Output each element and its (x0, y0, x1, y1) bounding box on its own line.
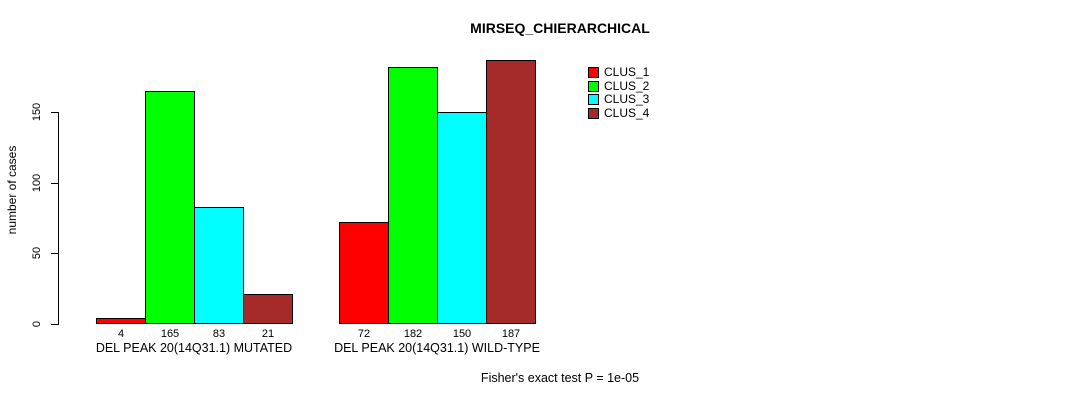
bar-clus_1-group1 (96, 318, 146, 324)
bar-clus_4-group1 (243, 294, 293, 324)
y-tick-mark (51, 253, 58, 254)
y-tick-label: 150 (31, 102, 43, 122)
bar-value-label: 4 (117, 328, 125, 340)
bar-clus_3-group2 (437, 112, 487, 324)
y-tick-mark (51, 183, 58, 184)
bar-clus_2-group2 (388, 67, 438, 324)
bar-value-label: 187 (501, 328, 521, 340)
bar-value-label: 182 (403, 328, 423, 340)
group-label: DEL PEAK 20(14Q31.1) MUTATED (95, 341, 293, 355)
bar-value-label: 165 (160, 328, 180, 340)
bar-clus_2-group1 (145, 91, 195, 324)
bar-value-label: 72 (357, 328, 371, 340)
y-axis-line (58, 112, 59, 325)
bar-clus_1-group2 (339, 222, 389, 324)
fisher-test-annotation: Fisher's exact test P = 1e-05 (480, 371, 640, 385)
y-tick-mark (51, 324, 58, 325)
y-tick-label: 50 (31, 246, 43, 260)
y-tick-label: 0 (31, 320, 43, 328)
y-tick-mark (51, 112, 58, 113)
y-axis-label: number of cases (5, 145, 19, 235)
group-label: DEL PEAK 20(14Q31.1) WILD-TYPE (334, 341, 540, 355)
legend-label-clus_1: CLUS_1 (604, 65, 650, 79)
bar-value-label: 21 (261, 328, 275, 340)
bar-clus_3-group1 (194, 207, 244, 324)
y-tick-label: 100 (31, 173, 43, 193)
chart-title: MIRSEQ_CHIERARCHICAL (470, 20, 650, 36)
bar-value-label: 150 (452, 328, 472, 340)
bar-value-label: 83 (212, 328, 226, 340)
legend-label-clus_2: CLUS_2 (604, 78, 650, 93)
legend-swatch-clus_1 (588, 67, 599, 78)
legend-swatch-clus_3 (588, 94, 599, 105)
legend-label-clus_3: CLUS_3 (604, 92, 650, 106)
bar-clus_4-group2 (486, 60, 536, 324)
legend-label-clus_4: CLUS_4 (604, 105, 650, 120)
legend-swatch-clus_4 (588, 107, 599, 119)
legend-swatch-clus_2 (588, 80, 599, 92)
